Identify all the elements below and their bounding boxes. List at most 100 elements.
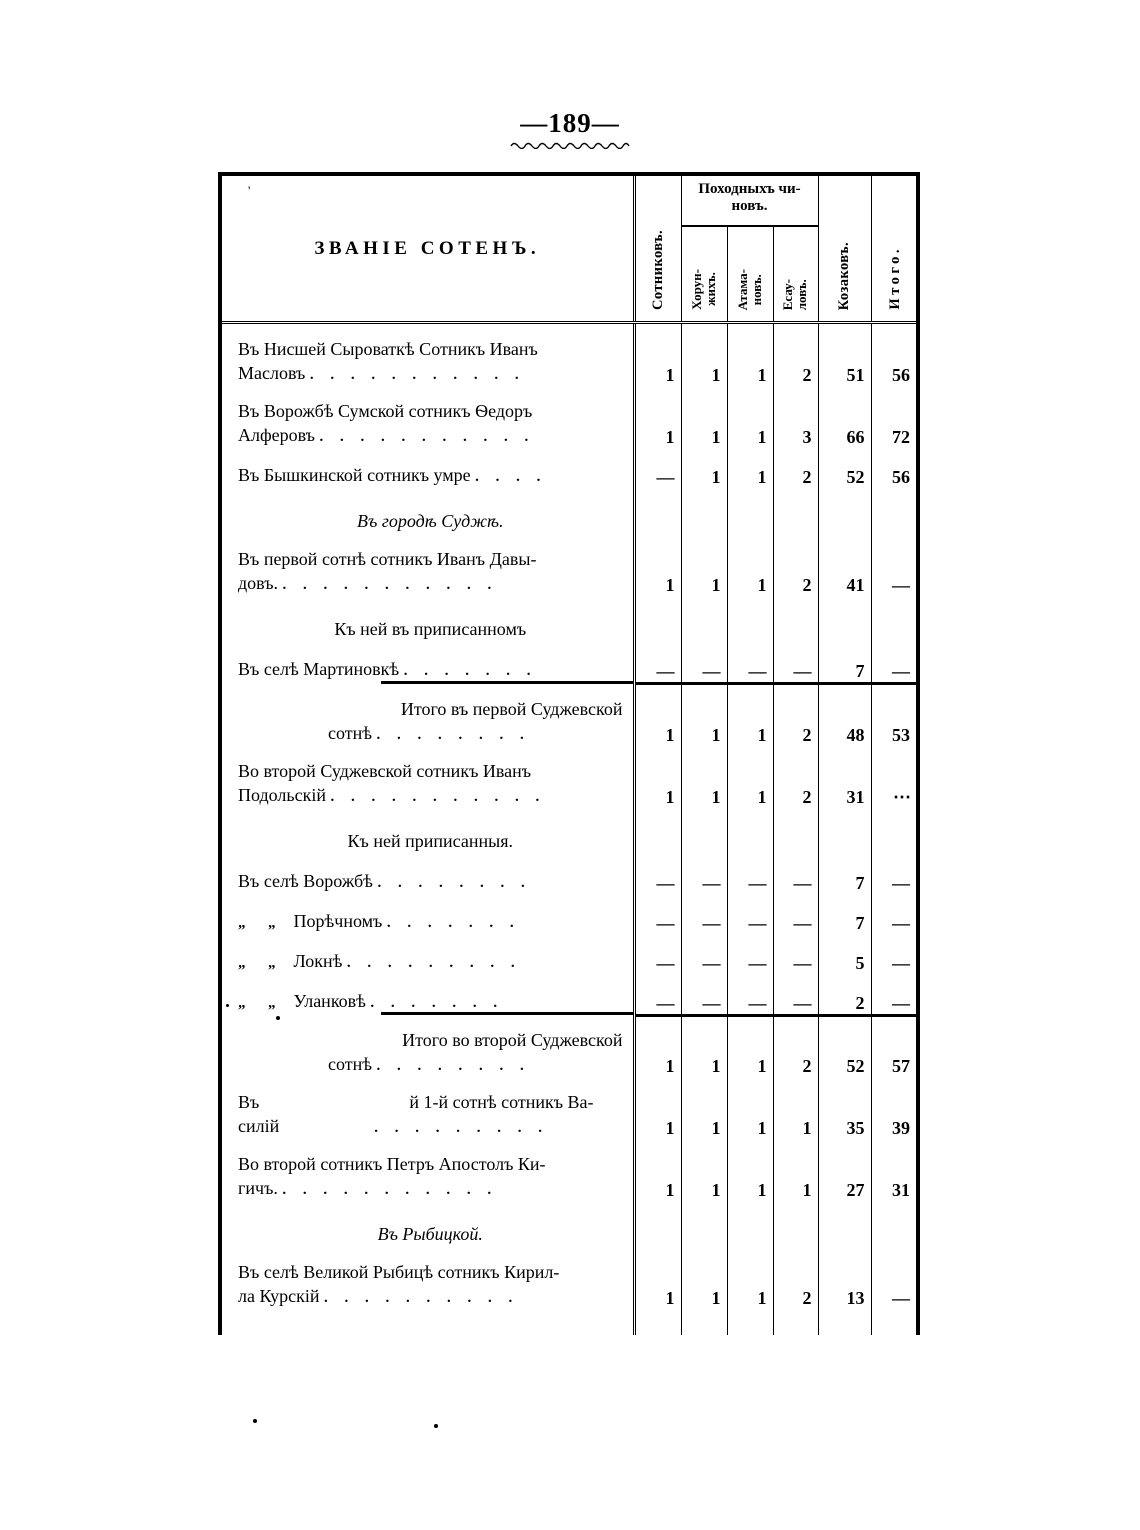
page-speck xyxy=(253,1419,257,1423)
leader-dots: . . . . . . . . . xyxy=(346,954,522,971)
wavy-underline-icon xyxy=(510,142,630,149)
section-subheading: Къ ней въ приписанномъ xyxy=(222,596,636,642)
cell-kozakov: 13 xyxy=(818,1247,872,1309)
cell-sotnikov: 1 xyxy=(634,1077,682,1139)
leader-dots: . . . . . . . xyxy=(386,914,521,931)
cell-atamanov: 1 xyxy=(727,745,774,808)
cell-empty xyxy=(871,596,920,642)
tail-num-cell xyxy=(634,1309,682,1335)
cell-horunzhih: 1 xyxy=(681,1139,728,1201)
header-bottom-rule xyxy=(222,320,920,324)
row-label-line-1: Въ селѣ Мартиновкѣ . . . . . . . xyxy=(238,659,537,680)
cell-atamanov: 1 xyxy=(727,683,774,746)
page-number-value: 189 xyxy=(548,108,592,138)
cell-atamanov: 1 xyxy=(727,1077,774,1139)
cell-sotnikov: 1 xyxy=(634,386,682,448)
header-cell-esaulov: Есау- ловъ. xyxy=(773,226,819,321)
cell-esaulov: 2 xyxy=(773,1015,819,1077)
table-row: „ „ Порѣчномъ . . . . . . . — — — —7— xyxy=(222,893,920,934)
cell-empty xyxy=(818,596,872,642)
row-label-line-1: Въ селѣ Ворожбѣ . . . . . . . . xyxy=(238,870,532,891)
cell-empty xyxy=(727,488,774,534)
table-row: Итого во второй Суджевской сотнѣ . . . . … xyxy=(222,1015,920,1077)
cell-itogo: ⋯ xyxy=(893,786,911,807)
header-label-sotnikov: Сотниковъ. xyxy=(649,230,666,310)
table-row: „ „ Уланковѣ . . . . . . . — — — —2— xyxy=(222,973,920,1014)
stray-tick-mark-icon: ' xyxy=(248,183,251,198)
row-label: Въ Нисшей Сыроваткѣ Сотникъ Иванъ Масловъ… xyxy=(222,322,636,386)
separator-num-part xyxy=(773,681,819,685)
cell-esaulov: — xyxy=(773,973,819,1014)
row-label: Въ первой сотнѣ сотникъ Иванъ Давы-довъ.… xyxy=(222,534,636,596)
row-label: Въ селѣ Великой Рыбицѣ сотникъ Кирил-ла … xyxy=(222,1247,636,1309)
page-number-block: —189— xyxy=(0,108,1140,149)
cell-itogo: — xyxy=(892,952,910,973)
separator-partial-rule xyxy=(380,1012,633,1015)
cell-atamanov: 1 xyxy=(727,534,774,596)
cell-atamanov: 1 xyxy=(727,448,774,488)
row-label-village: Уланковѣ xyxy=(293,990,371,1011)
row-label-line-1: Во второй Суджевской сотникъ Иванъ xyxy=(238,760,532,781)
cell-atamanov: 1 xyxy=(727,322,774,386)
cell-sotnikov: 1 xyxy=(634,1247,682,1309)
cell-horunzhih: 1 xyxy=(681,448,728,488)
ditto-mark-1: „ xyxy=(238,914,246,931)
cell-sotnikov: — xyxy=(634,893,682,934)
separator-num-part xyxy=(871,681,920,685)
leader-dots: . . . . . . . . . xyxy=(374,1120,549,1137)
cell-kozakov: 7 xyxy=(818,642,872,682)
row-label: „ „ Порѣчномъ . . . . . . . xyxy=(222,893,636,934)
separator-num-part xyxy=(681,681,728,685)
cell-esaulov: 2 xyxy=(773,745,819,808)
cell-empty xyxy=(818,488,872,534)
row-label-line-1: „ „ Локнѣ . . . . . . . . . xyxy=(238,951,521,971)
header-label-itogo: Итого. xyxy=(887,246,904,310)
cell-atamanov: — xyxy=(727,893,774,934)
cell-empty xyxy=(727,596,774,642)
table-row: Въ Бышкинской сотникъ умре . . . . —1 1 2 52… xyxy=(222,448,920,488)
cell-horunzhih: — xyxy=(681,933,728,974)
cell-esaulov: — xyxy=(773,642,819,682)
header-cell-atamanov: Атама- новъ. xyxy=(727,226,774,321)
tail-num-cell xyxy=(681,1309,728,1335)
row-label-line-2: Масловъ . . . . . . . . . . . xyxy=(238,363,526,384)
separator-num-part xyxy=(818,681,872,685)
leader-dots: . . . . . . . . . . . xyxy=(319,429,535,446)
cell-empty xyxy=(681,488,728,534)
table-header: ' ЗВАНІЕ СОТЕНЪ. Сотниковъ. Походныхъ чи… xyxy=(222,176,920,324)
page-dash-right: — xyxy=(591,108,620,138)
leader-dots: . . . . . . . . xyxy=(376,726,531,743)
cell-empty xyxy=(681,596,728,642)
cell-horunzhih: 1 xyxy=(681,683,728,746)
cell-horunzhih: — xyxy=(681,642,728,682)
row-label: Итого во второй Суджевской сотнѣ . . . . … xyxy=(222,1015,636,1077)
cell-empty xyxy=(681,1201,728,1247)
separator-num-part xyxy=(681,1012,728,1017)
cell-empty xyxy=(634,488,682,534)
cell-itogo: 56 xyxy=(892,467,910,487)
section-subheading-italic: Въ Рыбицкой. xyxy=(222,1201,636,1247)
cell-esaulov: — xyxy=(773,853,819,894)
cell-horunzhih: — xyxy=(681,893,728,934)
row-label-line-1: Итого въ первой Суджевской xyxy=(400,698,623,719)
cell-empty xyxy=(634,596,682,642)
cell-sotnikov: — xyxy=(634,642,682,682)
cell-atamanov: — xyxy=(727,973,774,1014)
row-label-line-1: Въ й 1-й сотнѣ сотникъ Ва- xyxy=(238,1091,623,1115)
cell-empty xyxy=(871,808,920,854)
cell-atamanov: 1 xyxy=(727,1247,774,1309)
separator-label-part xyxy=(222,680,636,684)
cell-sotnikov: 1 xyxy=(634,1139,682,1201)
cell-empty xyxy=(818,807,872,854)
leader-dots: . . . . . . . . . . . xyxy=(330,788,546,805)
table-row: Итого въ первой Суджевской сотнѣ . . . . … xyxy=(222,683,920,746)
cell-kozakov: 52 xyxy=(818,448,872,488)
row-label-line-2: Подольскій . . . . . . . . . . . xyxy=(238,784,546,805)
header-label-kozakov: Козаковъ. xyxy=(836,241,852,310)
cell-kozakov: 48 xyxy=(818,683,872,746)
row-label-line-1: „ „ Порѣчномъ . . . . . . . xyxy=(238,911,520,931)
cell-horunzhih: — xyxy=(681,853,728,894)
cell-kozakov: 31 xyxy=(818,745,872,808)
cell-atamanov: 1 xyxy=(727,386,774,448)
cell-itogo: 57 xyxy=(892,1056,910,1076)
